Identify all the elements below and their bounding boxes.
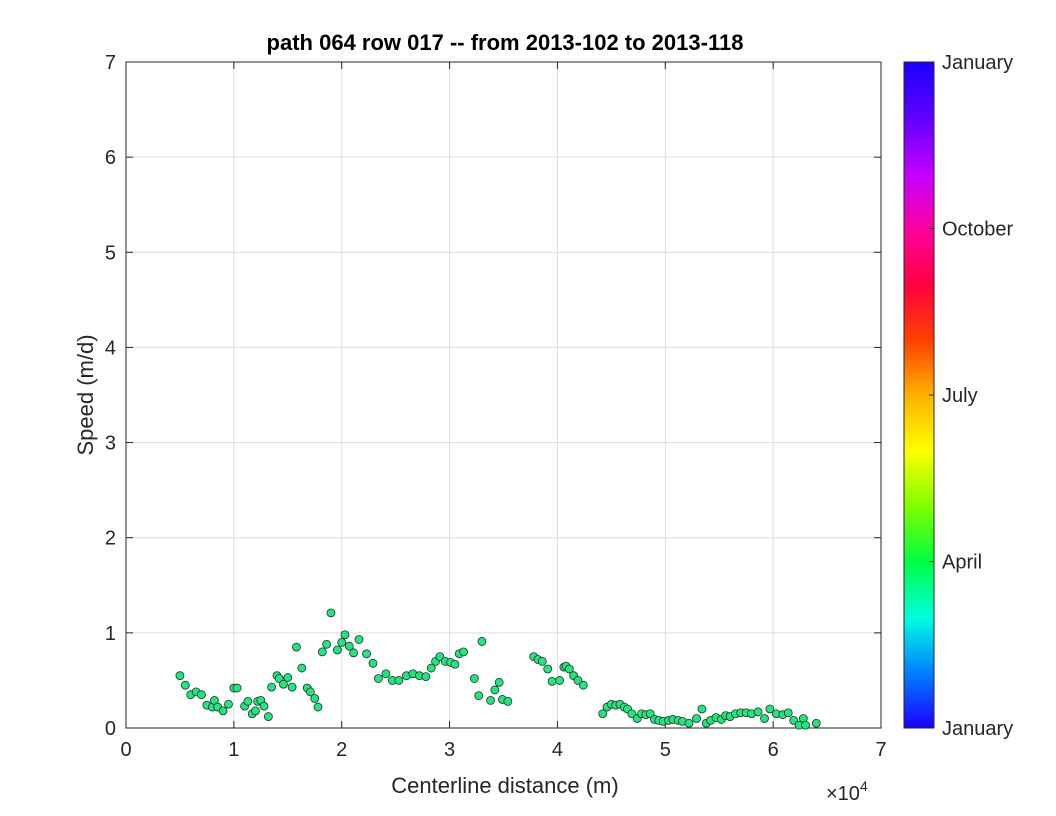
y-axis-label: Speed (m/d) (73, 334, 98, 455)
data-point (232, 683, 242, 693)
y-tick-label: 2 (105, 528, 116, 550)
x-tick-label: 3 (444, 739, 455, 761)
y-tick-label: 3 (105, 433, 116, 455)
data-point (197, 690, 206, 700)
data-point (310, 694, 320, 703)
data-point (368, 658, 378, 668)
data-point (421, 672, 431, 682)
y-tick-label: 5 (105, 242, 116, 264)
data-point (267, 682, 277, 692)
data-point (394, 676, 404, 685)
data-point (477, 637, 487, 646)
data-point (555, 676, 564, 685)
data-point (494, 677, 504, 687)
colorbar-tick-label: July (942, 385, 978, 407)
x-axis-label: Centerline distance (m) (391, 773, 618, 798)
data-point (811, 718, 821, 728)
x-tick-label: 7 (875, 739, 886, 761)
data-point (381, 669, 391, 679)
plot-axes: 0 1 2 3 4 5 6 7 0 1 2 3 4 5 6 7 (105, 52, 887, 761)
x-tick-label: 1 (228, 739, 239, 761)
y-tick-label: 4 (105, 337, 116, 359)
data-point (243, 696, 253, 706)
data-point (537, 657, 547, 666)
data-point (692, 714, 701, 723)
data-point (503, 696, 513, 706)
data-point (297, 663, 307, 673)
data-point (251, 706, 260, 716)
data-points (175, 608, 821, 730)
data-point (598, 709, 608, 719)
colorbar-tick-label: January (942, 718, 1013, 740)
data-point (459, 647, 468, 657)
x-axis-exponent: ×104 (826, 778, 868, 805)
data-point (354, 635, 364, 644)
data-point (547, 676, 557, 686)
data-point (801, 720, 810, 730)
data-point (426, 663, 436, 673)
colorbar: January April July October January (903, 52, 1013, 740)
x-tick-label: 6 (768, 739, 779, 761)
data-point (259, 701, 269, 711)
data-point (753, 707, 763, 717)
data-point (765, 704, 775, 714)
data-point (279, 679, 288, 689)
data-point (313, 702, 323, 712)
data-point (490, 685, 500, 695)
data-point (292, 642, 301, 652)
colorbar-tick-label: January (942, 52, 1013, 74)
colorbar-tick-label: October (942, 219, 1013, 241)
data-point (332, 645, 342, 655)
data-point (362, 649, 371, 659)
data-point (180, 680, 190, 690)
data-point (469, 674, 479, 683)
data-point (326, 608, 336, 618)
chart-title: path 064 row 017 -- from 2013-102 to 201… (267, 30, 744, 55)
data-point (224, 699, 233, 709)
data-point (322, 639, 332, 649)
y-tick-label: 0 (105, 718, 116, 740)
x-tick-label: 0 (120, 739, 131, 761)
data-point (287, 682, 297, 692)
data-point (317, 647, 327, 657)
grid-lines (125, 61, 882, 729)
data-point (543, 664, 553, 674)
colorbar-tick-label: April (942, 552, 982, 574)
data-point (564, 664, 574, 674)
y-tick-label: 1 (105, 623, 116, 645)
data-point (306, 687, 315, 697)
x-tick-label: 2 (336, 739, 347, 761)
data-point (486, 696, 495, 705)
data-point (340, 630, 350, 640)
data-point (344, 641, 354, 651)
data-point (760, 714, 769, 723)
x-tick-label: 4 (552, 739, 563, 761)
axes-box (125, 61, 882, 729)
data-point (283, 673, 293, 682)
x-tick-label: 5 (660, 739, 671, 761)
data-point (450, 659, 460, 669)
data-point (578, 680, 588, 690)
y-tick-label: 6 (105, 147, 116, 169)
y-tick-label: 7 (105, 52, 116, 74)
data-point (263, 712, 273, 721)
data-point (697, 704, 707, 714)
data-point (349, 648, 358, 658)
data-point (783, 708, 793, 718)
plot-area (126, 62, 881, 728)
data-point (218, 706, 228, 716)
data-point (175, 671, 185, 681)
data-point (337, 637, 347, 647)
data-point (373, 674, 383, 683)
data-point (684, 718, 694, 728)
data-point (474, 691, 484, 701)
